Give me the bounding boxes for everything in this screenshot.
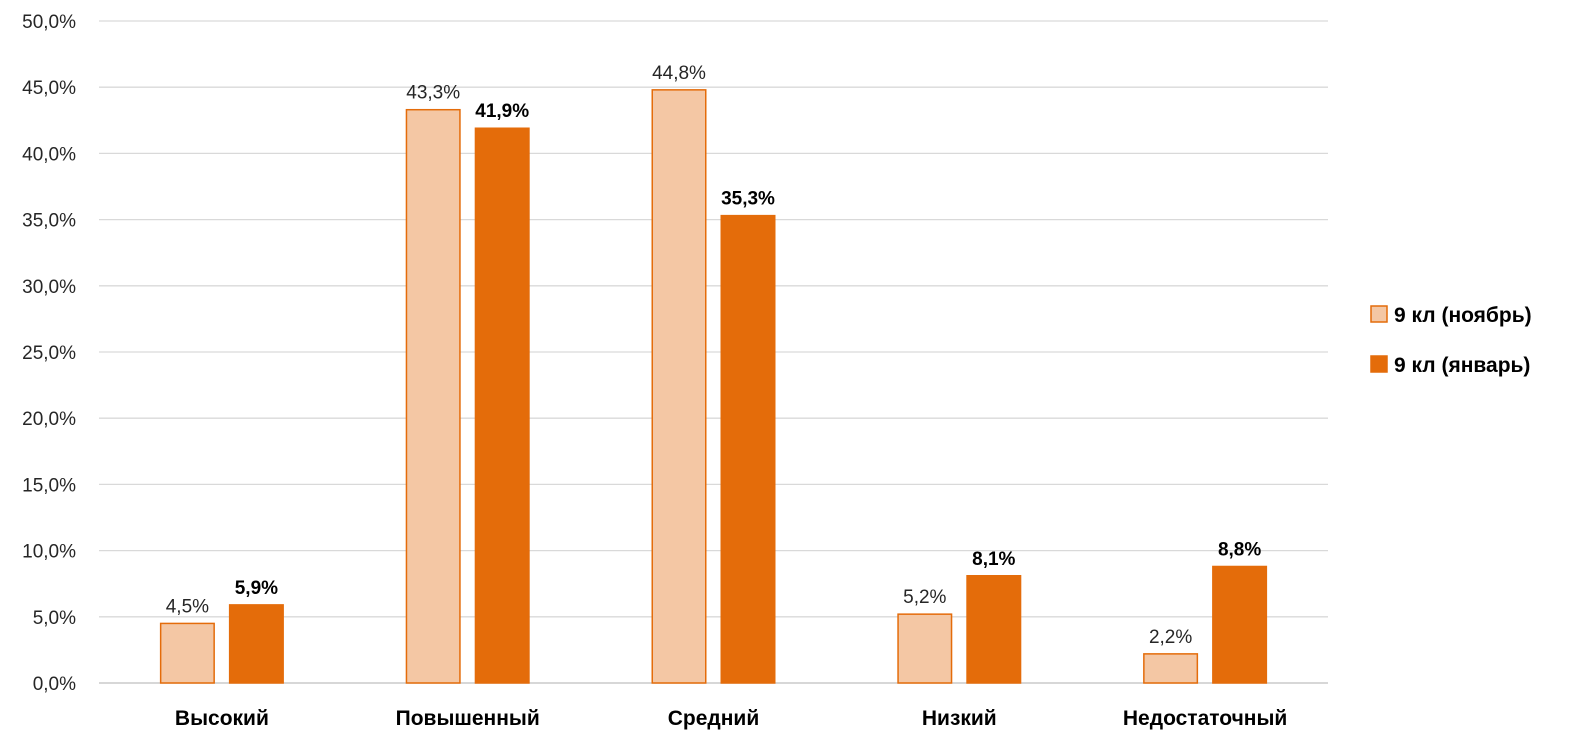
category-label: Низкий: [922, 707, 997, 730]
data-label: 8,1%: [972, 549, 1015, 570]
category-label: Высокий: [175, 707, 269, 730]
data-label: 4,5%: [166, 596, 209, 617]
legend[interactable]: 9 кл (ноябрь) 9 кл (январь): [1370, 304, 1532, 377]
bar-january: [966, 575, 1022, 684]
y-tick-label: 15,0%: [22, 475, 76, 496]
legend-label: 9 кл (ноябрь): [1394, 304, 1532, 327]
bar-november: [159, 622, 215, 684]
y-tick-label: 50,0%: [22, 12, 76, 33]
y-tick-label: 45,0%: [22, 78, 76, 99]
data-label: 5,9%: [235, 578, 278, 599]
data-label: 5,2%: [903, 587, 946, 608]
category-label: Средний: [668, 707, 760, 730]
y-tick-label: 30,0%: [22, 277, 76, 298]
bars: [159, 89, 1268, 684]
category-label: Повышенный: [396, 707, 540, 730]
data-label: 44,8%: [652, 63, 706, 84]
y-tick-label: 20,0%: [22, 409, 76, 430]
data-label: 2,2%: [1149, 627, 1192, 648]
y-tick-label: 5,0%: [33, 608, 76, 629]
y-axis-ticks: 0,0% 5,0% 10,0% 15,0% 20,0% 25,0% 30,0% 35,0% 40…: [22, 12, 76, 695]
data-labels: 4,5% 5,9% 43,3% 41,9% 44,8% 35,3% 5,2% 8,1% 2,2%…: [166, 63, 1262, 648]
data-label: 8,8%: [1218, 539, 1261, 560]
bar-november: [1143, 653, 1199, 684]
bar-november: [897, 613, 953, 684]
bar-january: [474, 127, 530, 684]
bar-january: [720, 214, 776, 684]
data-label: 43,3%: [406, 83, 460, 104]
y-tick-label: 25,0%: [22, 343, 76, 364]
data-label: 41,9%: [475, 101, 529, 122]
x-axis-categories: Высокий Повышенный Средний Низкий Недостаточ…: [175, 707, 1287, 730]
bar-november: [405, 108, 461, 684]
legend-label: 9 кл (январь): [1394, 354, 1530, 377]
category-label: Недостаточный: [1123, 707, 1287, 730]
gridlines: [99, 20, 1328, 684]
bar-january: [228, 604, 284, 684]
legend-swatch: [1370, 355, 1388, 373]
data-label: 35,3%: [721, 189, 775, 210]
legend-item-january[interactable]: 9 кл (январь): [1370, 354, 1530, 377]
bar-november: [651, 89, 707, 684]
legend-swatch: [1370, 305, 1388, 323]
bar-january: [1212, 565, 1268, 684]
y-tick-label: 35,0%: [22, 211, 76, 232]
y-tick-label: 40,0%: [22, 144, 76, 165]
y-tick-label: 10,0%: [22, 542, 76, 563]
y-tick-label: 0,0%: [33, 674, 76, 695]
legend-item-november[interactable]: 9 кл (ноябрь): [1370, 304, 1532, 327]
